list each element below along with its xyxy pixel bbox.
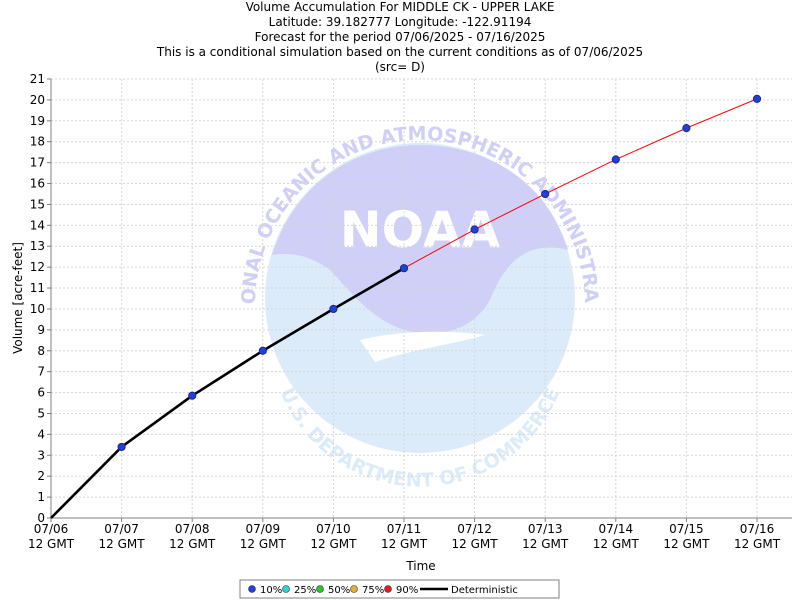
y-tick-label: 19	[30, 114, 45, 128]
y-tick-label: 12	[30, 260, 45, 274]
x-tick-label-date: 07/11	[387, 522, 422, 536]
y-axis-label: Volume [acre-feet]	[11, 242, 25, 354]
y-tick-label: 13	[30, 239, 45, 253]
y-tick-label: 15	[30, 197, 45, 211]
x-tick-label-time: 12 GMT	[99, 537, 146, 551]
x-tick-label-time: 12 GMT	[310, 537, 357, 551]
series-deterministic-line	[50, 267, 405, 519]
series-10pct-point	[258, 346, 267, 355]
y-tick-label: 1	[37, 490, 45, 504]
legend-marker	[248, 585, 256, 593]
x-tick-label-time: 12 GMT	[663, 537, 710, 551]
series-10pct-point	[611, 155, 620, 164]
y-tick-label: 8	[37, 344, 45, 358]
x-tick-label-date: 07/07	[104, 522, 139, 536]
legend-label: Deterministic	[451, 585, 518, 596]
x-tick-label-time: 12 GMT	[593, 537, 640, 551]
chart-subtitle-period: Forecast for the period 07/06/2025 - 07/…	[254, 30, 546, 44]
y-tick-label: 17	[30, 156, 45, 170]
legend-marker	[282, 585, 290, 593]
series-10pct-point	[470, 225, 479, 234]
y-tick-label: 18	[30, 135, 45, 149]
x-tick-label-date: 07/06	[34, 522, 69, 536]
y-tick-label: 21	[30, 72, 45, 86]
series-10pct-point	[752, 94, 762, 103]
chart-subtitle-conditions: This is a conditional simulation based o…	[156, 45, 644, 59]
series-10pct-point	[188, 391, 197, 400]
y-tick-label: 6	[37, 386, 45, 400]
y-tick-label: 7	[37, 365, 45, 379]
y-tick-label: 0	[37, 511, 45, 525]
chart-titles: Volume Accumulation For MIDDLE CK - UPPE…	[0, 0, 800, 75]
y-tick-label: 2	[37, 469, 45, 483]
y-tick-label: 11	[30, 281, 45, 295]
watermark-wing-shape	[360, 331, 485, 362]
series-10pct-point	[682, 124, 691, 133]
series-10pct-point	[117, 442, 126, 452]
y-tick-label: 4	[37, 427, 45, 441]
data-series	[50, 94, 762, 519]
legend-marker	[350, 585, 358, 593]
legend-marker	[384, 585, 392, 593]
y-tick-label: 20	[30, 93, 45, 107]
axes	[50, 79, 792, 519]
x-tick-label-time: 12 GMT	[28, 537, 75, 551]
legend: 10% 25% 50% 75% 90% Deterministic	[239, 579, 560, 599]
legend-box	[239, 579, 560, 599]
legend-label: 10%	[260, 585, 282, 596]
x-tick-label-time: 12 GMT	[452, 537, 499, 551]
legend-label: 25%	[294, 585, 316, 596]
y-tick-label: 9	[37, 323, 45, 337]
x-tick-label-time: 12 GMT	[240, 537, 287, 551]
chart-subtitle-source: (src= D)	[375, 60, 425, 74]
x-tick-label-date: 07/16	[740, 522, 775, 536]
series-10pct-point	[541, 189, 550, 199]
series-10pct-point	[399, 264, 409, 273]
y-tick-label: 3	[37, 448, 45, 462]
x-tick-label-date: 07/08	[175, 522, 210, 536]
x-tick-label-date: 07/15	[669, 522, 704, 536]
x-tick-label-date: 07/13	[528, 522, 563, 536]
x-tick-label-time: 12 GMT	[734, 537, 781, 551]
series-10pct-point	[329, 304, 338, 314]
legend-label: 90%	[396, 585, 418, 596]
x-tick-label-date: 07/09	[246, 522, 281, 536]
y-tick-label: 14	[30, 218, 45, 232]
watermark-bird-shape	[272, 145, 568, 334]
legend-marker	[316, 585, 324, 593]
y-tick-label: 10	[30, 302, 45, 316]
legend-label: 50%	[328, 585, 350, 596]
x-tick-label-time: 12 GMT	[522, 537, 569, 551]
chart-title: Volume Accumulation For MIDDLE CK - UPPE…	[245, 0, 555, 14]
x-tick-label-time: 12 GMT	[381, 537, 428, 551]
x-axis-label: Time	[405, 559, 435, 573]
y-tick-label: 5	[37, 406, 45, 420]
x-tick-label-date: 07/14	[599, 522, 634, 536]
y-tick-label: 16	[30, 177, 45, 191]
x-tick-label-date: 07/10	[316, 522, 351, 536]
legend-label: 75%	[362, 585, 384, 596]
x-tick-label-time: 12 GMT	[169, 537, 216, 551]
x-tick-label-date: 07/12	[457, 522, 492, 536]
chart-subtitle-location: Latitude: 39.182777 Longitude: -122.9119…	[268, 15, 532, 29]
